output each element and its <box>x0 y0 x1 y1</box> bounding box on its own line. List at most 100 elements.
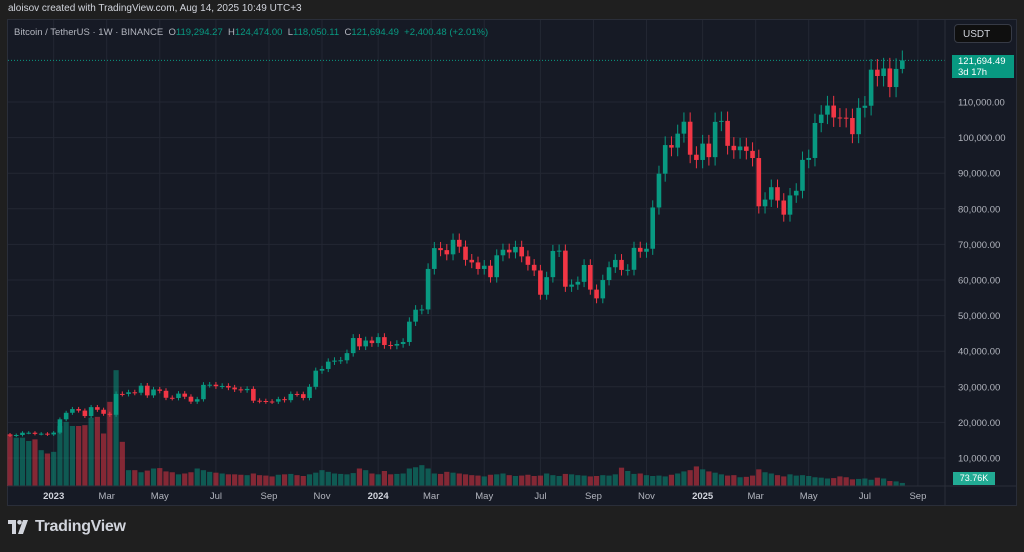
volume-bar <box>263 475 269 486</box>
volume-bar <box>687 470 693 486</box>
candle-body <box>407 321 412 343</box>
candle-body <box>151 389 156 396</box>
volume-bar <box>575 475 581 486</box>
candle-body <box>837 117 843 119</box>
price-axis: 10,000.00 20,000.00 30,000.00 40,000.00 50,0… <box>958 98 1006 465</box>
last-price-tag: 121,694.49 3d 17h <box>952 55 1014 78</box>
candle-body <box>875 69 880 77</box>
candle-body <box>706 143 712 158</box>
candle-body <box>63 412 69 420</box>
time-tick-label: Mar <box>747 491 763 502</box>
volume-bar <box>675 473 681 486</box>
candle-body <box>288 393 294 401</box>
volume-bar <box>843 477 849 486</box>
candle-body <box>188 396 194 402</box>
volume-bar <box>756 469 762 486</box>
candle-body <box>650 207 656 249</box>
volume-bar <box>219 473 225 486</box>
volume-bar <box>731 475 737 486</box>
candle-body <box>207 384 212 386</box>
volume-bar <box>331 473 338 486</box>
high-label: H <box>228 27 235 38</box>
candle-body <box>631 247 637 270</box>
candle-body <box>556 250 562 252</box>
time-tick-label: 2023 <box>43 491 64 502</box>
time-tick-label: May <box>151 491 169 502</box>
volume-bar <box>887 481 893 486</box>
volume-bar <box>475 475 481 486</box>
ohlc-legend: Bitcoin / TetherUS · 1W · BINANCE O119,2… <box>14 27 488 38</box>
candle-body <box>26 432 32 434</box>
volume-bar <box>325 471 331 486</box>
volume-bar <box>681 471 687 486</box>
volume-bar <box>44 453 51 486</box>
candle-body <box>494 255 500 278</box>
volume-bar <box>899 482 905 486</box>
price-tick-label: 30,000.00 <box>958 382 1000 393</box>
candle-body <box>756 158 762 207</box>
volume-bar <box>57 426 63 486</box>
candle-body <box>725 120 730 146</box>
candle-body <box>881 68 886 77</box>
candle-body <box>7 434 13 436</box>
candle-body <box>513 246 518 253</box>
price-tick-label: 70,000.00 <box>958 240 1000 251</box>
volume-bar <box>200 470 207 486</box>
candle-body <box>538 270 543 295</box>
tradingview-logo[interactable]: TradingView <box>8 518 126 536</box>
candle-body <box>762 199 768 207</box>
candle-body <box>194 399 200 402</box>
volume-bar <box>119 441 125 486</box>
candle-body <box>768 187 774 200</box>
volume-bar <box>831 478 837 486</box>
volume-bar <box>625 471 631 486</box>
volume-bar <box>169 472 175 486</box>
volume-bar <box>344 474 350 486</box>
price-tick-label: 40,000.00 <box>958 347 1000 358</box>
candle-body <box>394 343 400 346</box>
volume-bar <box>512 476 519 486</box>
volume-bar <box>506 475 512 486</box>
candle-body <box>201 384 206 400</box>
chart-panel[interactable] <box>7 19 1017 506</box>
candle-body <box>425 268 431 310</box>
currency-button[interactable]: USDT <box>954 24 1012 43</box>
candle-body <box>169 397 175 399</box>
volume-bar <box>519 475 525 486</box>
volume-bar <box>444 471 450 486</box>
price-tick-label: 60,000.00 <box>958 276 1000 287</box>
candle-body <box>594 289 599 299</box>
volume-bar <box>762 472 768 486</box>
candle-body <box>332 360 337 362</box>
volume-bar <box>313 472 319 486</box>
volume-bar <box>487 474 494 486</box>
candle-body <box>413 309 418 322</box>
candle-body <box>132 392 138 394</box>
candle-body <box>675 133 680 148</box>
candle-body <box>444 250 450 255</box>
volume-bar <box>581 475 587 486</box>
volume-bar <box>494 474 500 486</box>
volume-bar <box>781 476 787 486</box>
time-tick-label: Mar <box>423 491 439 502</box>
candle-body <box>313 370 319 387</box>
volume-bar <box>818 477 824 486</box>
volume-bar <box>144 470 150 486</box>
candle-body <box>669 145 674 148</box>
candle-body <box>831 105 836 118</box>
candle-body <box>856 107 861 135</box>
candle-body <box>95 407 100 410</box>
time-tick-label: Jul <box>210 491 222 502</box>
volume-bar <box>13 437 19 486</box>
candle-body <box>787 195 793 215</box>
volume-bar <box>19 437 26 486</box>
symbol-label[interactable]: Bitcoin / TetherUS · 1W · BINANCE <box>14 27 164 38</box>
candle-body <box>344 353 350 361</box>
volume-bar <box>550 475 556 486</box>
candle-body <box>806 157 812 160</box>
volume-bar <box>107 401 113 486</box>
candle-body <box>825 105 830 115</box>
candle-body <box>363 340 368 347</box>
volume-bar <box>481 476 487 486</box>
